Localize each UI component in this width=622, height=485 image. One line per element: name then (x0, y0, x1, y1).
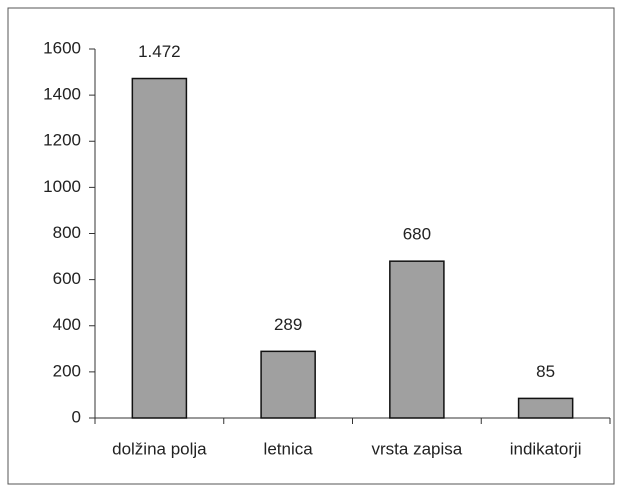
value-label: 85 (536, 362, 555, 381)
value-label: 289 (274, 315, 302, 334)
value-label: 1.472 (138, 42, 181, 61)
y-tick-label: 0 (72, 407, 81, 426)
value-label: 680 (403, 225, 431, 244)
bar (260, 350, 316, 419)
frame (7, 7, 615, 485)
bar (389, 260, 445, 419)
y-tick-label: 600 (53, 269, 81, 288)
bar (517, 397, 574, 419)
x-tick-label: vrsta zapisa (372, 439, 463, 458)
x-tick-label: indikatorji (510, 439, 582, 458)
x-tick-label: letnica (264, 439, 314, 458)
y-tick-label: 1200 (43, 131, 81, 150)
y-tick-label: 1600 (43, 38, 81, 57)
y-tick-label: 800 (53, 223, 81, 242)
y-tick-label: 200 (53, 361, 81, 380)
y-tick-label: 1000 (43, 177, 81, 196)
bar (131, 77, 188, 419)
x-tick-label: dolžina polja (112, 439, 207, 458)
y-tick-label: 1400 (43, 85, 81, 104)
y-tick-label: 400 (53, 315, 81, 334)
